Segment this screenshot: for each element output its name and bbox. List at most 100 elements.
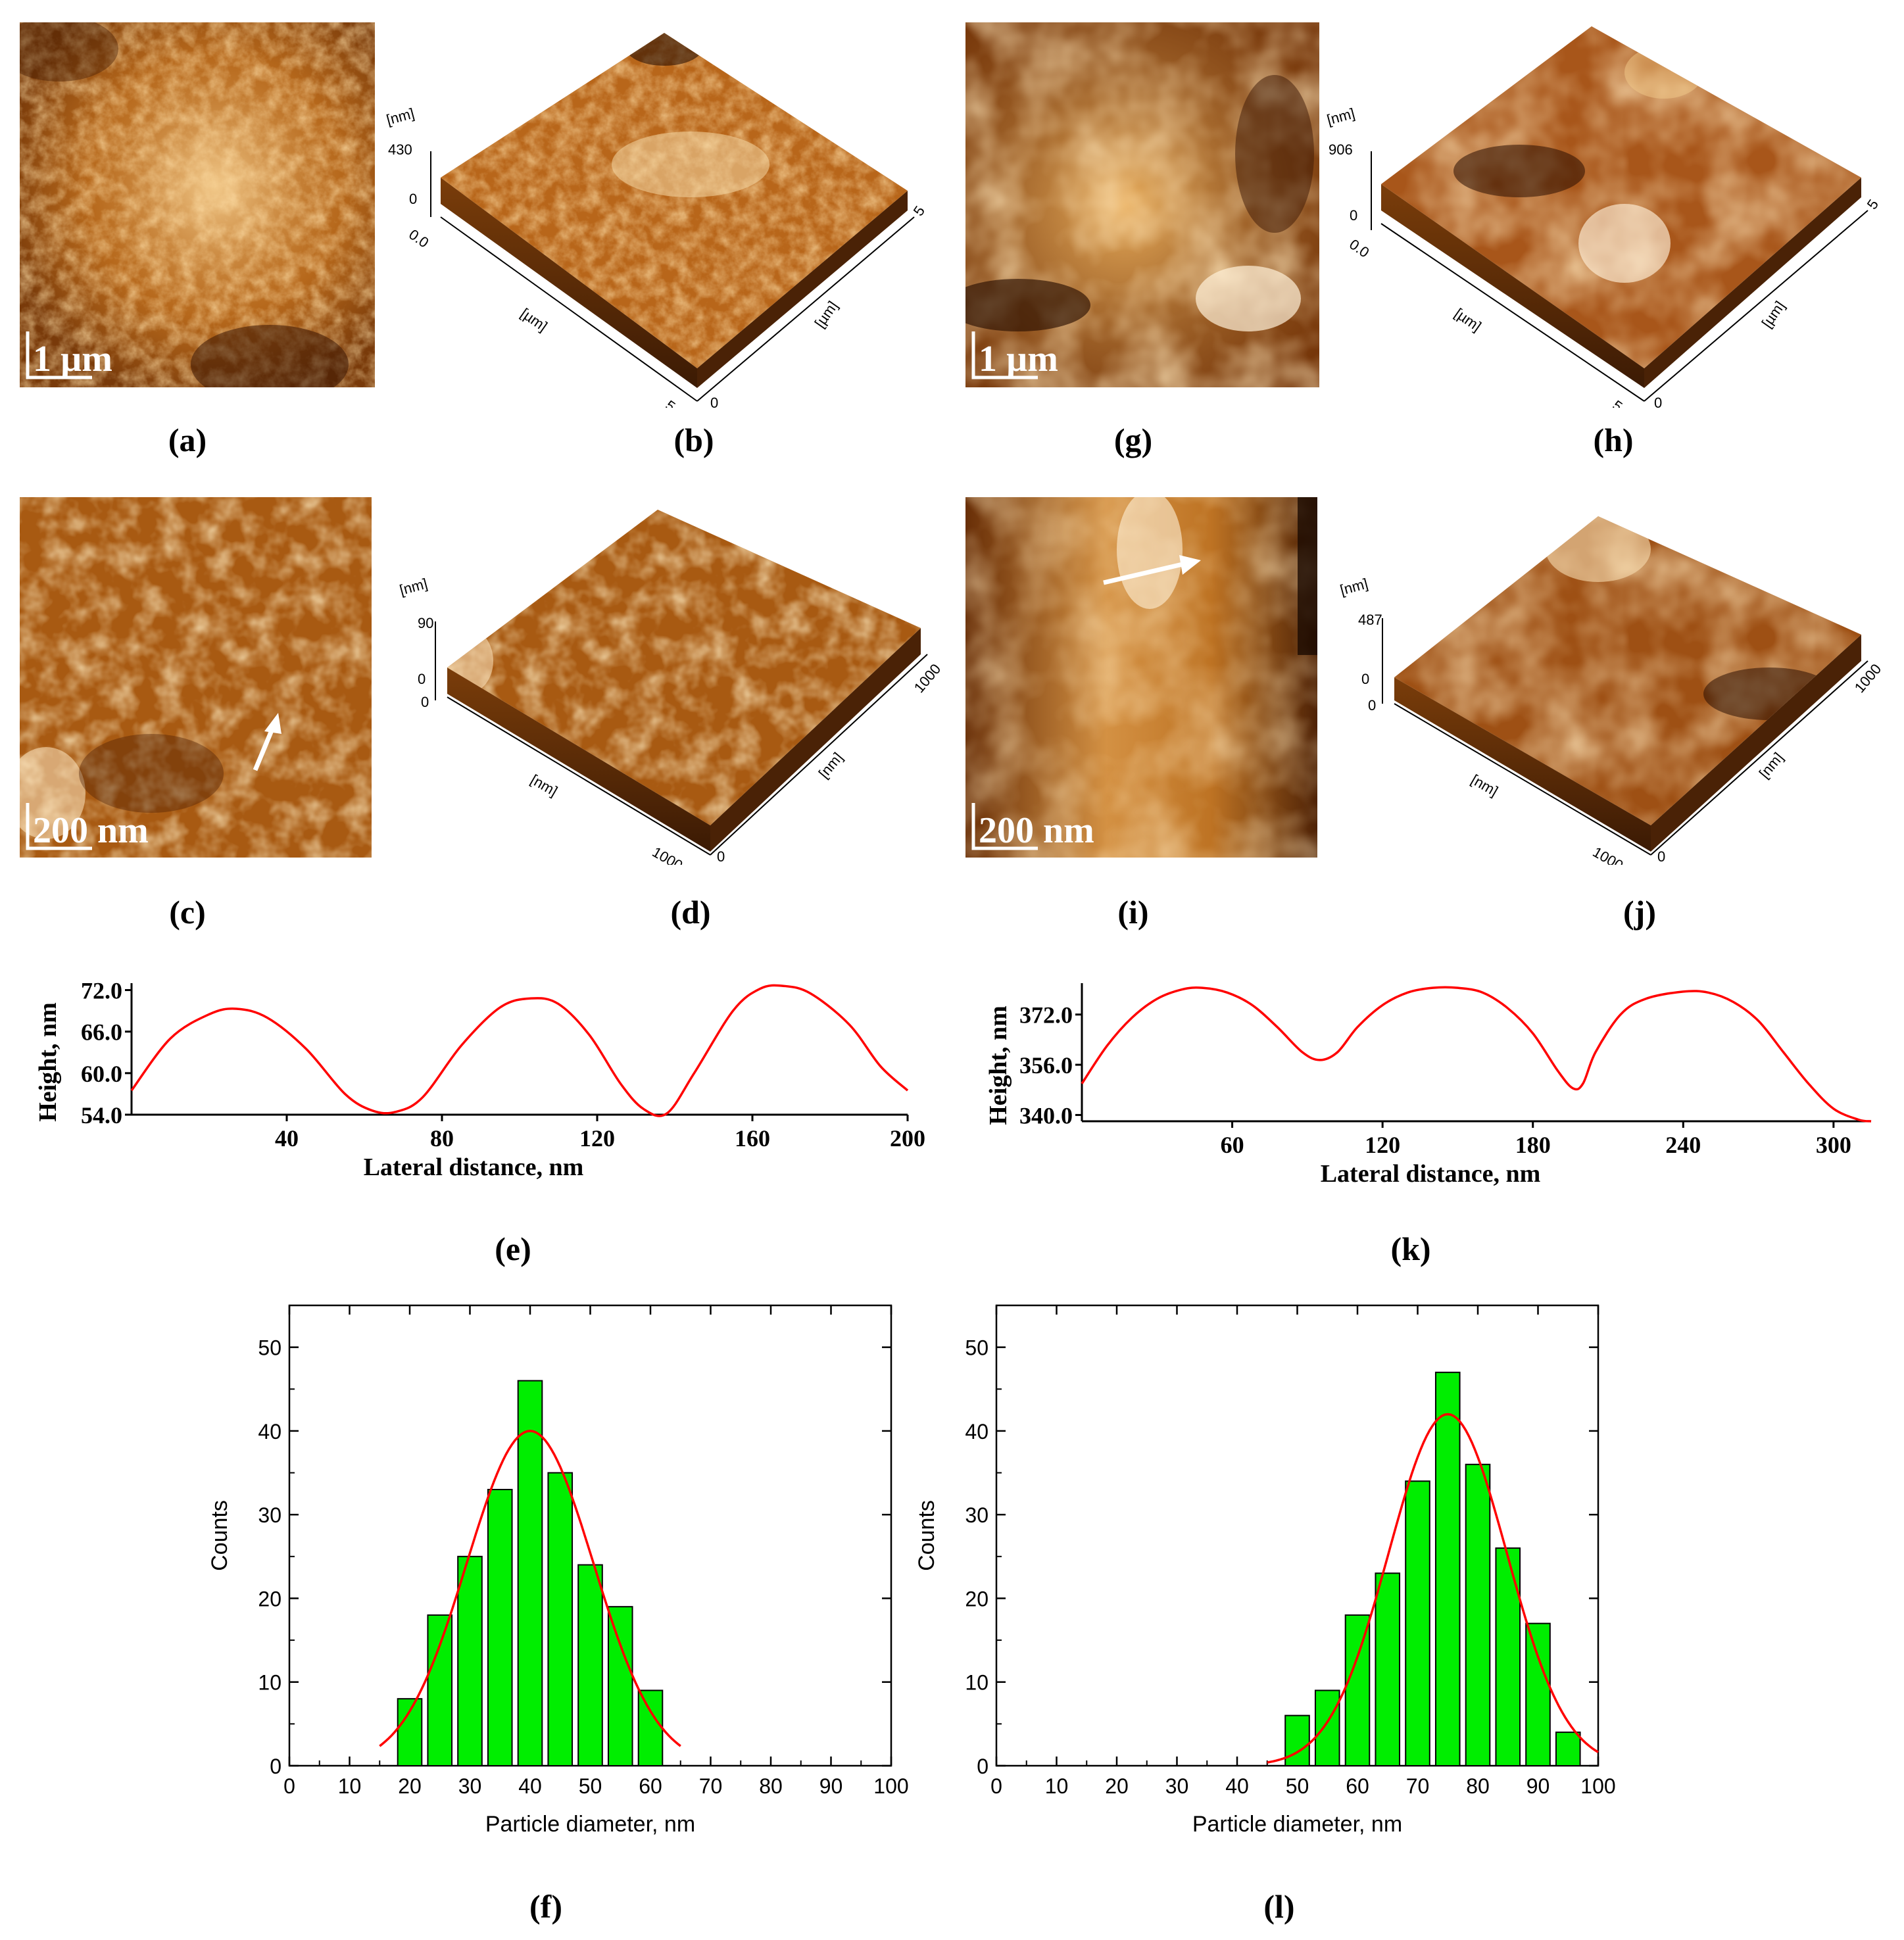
axis-y-end-h: 0 [1654,395,1662,408]
x-tick-label-e: 160 [735,1125,770,1152]
axis-x-label-h: [µm] [1452,305,1484,335]
y-tick-label-k: 356.0 [1019,1052,1073,1079]
panel-label-h: (h) [1593,422,1634,458]
x-tick-label-k: 240 [1665,1132,1701,1158]
x-tick-label-k: 60 [1221,1132,1244,1158]
x-tick-label-f: 90 [819,1774,843,1798]
axis-y-label-j: [nm] [1756,749,1787,781]
axis-z-unit-d: [nm] [398,575,429,598]
axis-x-label-d: [nm] [528,771,561,800]
histogram-bar-l [1375,1572,1401,1766]
panel-label-a: (a) [168,422,207,458]
axis-x-start-h: 0.0 [1346,236,1372,261]
y-tick-label-k: 372.0 [1019,1002,1073,1029]
y-tick-label-l: 0 [977,1755,989,1778]
axis-x-zero-j: 0 [1368,697,1376,714]
y-tick-label-f: 0 [270,1755,281,1778]
axis-x-label-j: [nm] [1469,771,1501,800]
histogram-bar-f [607,1606,633,1766]
scale-bar-c: 200 nm [33,810,149,851]
x-tick-label-e: 200 [890,1125,925,1152]
x-tick-label-l: 0 [990,1774,1002,1798]
x-tick-label-l: 20 [1105,1774,1129,1798]
x-tick-label-e: 120 [579,1125,615,1152]
axis-z-zero-j: 0 [1361,671,1369,687]
chart-k: 340.0 356.0 372.0 60 120 180 240 300 Lateral dis… [954,960,1901,1203]
axis-x-end-j: 1000 [1590,844,1626,865]
histogram-bar-f [637,1689,664,1766]
axis-z-max-b: 430 [388,141,412,158]
panel-label-k: (k) [1390,1230,1431,1267]
profile-line-e [130,984,909,1117]
afm-image-i: 200 nm [965,497,1317,858]
x-tick-label-f: 80 [759,1774,783,1798]
histogram-bar-l [1314,1689,1340,1766]
y-tick-label-f: 10 [258,1671,281,1695]
axis-x-end-h: 5.0 [1609,397,1635,408]
histogram-bar-l [1284,1714,1310,1766]
axis-y-label-b: [µm] [812,298,841,331]
gaussian-fit-f [379,1430,681,1747]
y-tick-label-e: 54.0 [81,1102,122,1128]
gaussian-fit-l [1267,1413,1599,1764]
axis-z-max-d: 90 [418,615,433,631]
panel-label-f: (f) [529,1888,562,1925]
x-tick-label-f: 30 [458,1774,482,1798]
x-tick-label-l: 100 [1580,1774,1615,1798]
histogram-bar-f [427,1614,453,1766]
x-tick-label-l: 90 [1526,1774,1550,1798]
panel-label-d: (d) [670,894,711,931]
axis-y-far-b: 5 [910,203,929,218]
scale-bar-a: 1 µm [33,339,112,379]
axis-x-label-b: [µm] [518,305,550,335]
axis-y-label-h: [µm] [1759,298,1788,331]
y-tick-label-e: 66.0 [81,1019,122,1046]
x-tick-label-f: 60 [639,1774,662,1798]
histogram-bar-l [1344,1614,1371,1766]
x-tick-label-f: 10 [338,1774,362,1798]
x-tick-label-k: 120 [1365,1132,1400,1158]
y-tick-label-l: 50 [965,1336,989,1360]
axis-z-zero-d: 0 [418,671,426,687]
histogram-bar-f [547,1472,574,1766]
y-tick-label-l: 30 [965,1503,989,1527]
x-tick-label-l: 40 [1225,1774,1249,1798]
afm-image-a: 1 µm [20,22,375,387]
scale-bar-i: 200 nm [979,810,1094,851]
x-axis-label-k: Lateral distance, nm [1321,1160,1541,1188]
y-axis-label-e: Height, nm [34,1002,62,1122]
chart-l: 0 10 20 30 40 50 0 10 20 30 40 50 60 70 80 90 100 Particl… [891,1289,1641,1868]
x-tick-label-f: 50 [579,1774,602,1798]
x-axis-label-f: Particle diameter, nm [485,1812,695,1837]
x-axis-label-l: Particle diameter, nm [1192,1812,1402,1837]
panel-label-g: (g) [1113,422,1153,458]
x-tick-label-f: 0 [283,1774,295,1798]
y-axis-label-f: Counts [207,1500,232,1571]
x-tick-label-l: 60 [1346,1774,1369,1798]
y-tick-label-f: 40 [258,1420,281,1443]
histogram-bar-f [457,1555,483,1766]
histogram-bar-l [1495,1547,1521,1766]
y-tick-label-f: 50 [258,1336,281,1360]
x-tick-label-l: 80 [1466,1774,1490,1798]
y-tick-label-f: 30 [258,1503,281,1527]
y-tick-label-l: 40 [965,1420,989,1443]
chart-f: 0 10 20 30 40 50 0 10 20 30 40 50 60 70 80 90 100 Particl… [184,1289,940,1868]
axis-z-unit-j: [nm] [1338,575,1370,598]
axis-x-end-b: 5.0 [662,397,688,408]
axis-z-zero-b: 0 [409,191,417,207]
panel-label-e: (e) [495,1230,531,1267]
axis-y-far-j: 1000 [1851,661,1885,696]
x-tick-label-f: 100 [873,1774,908,1798]
panel-label-j: (j) [1623,894,1656,931]
y-tick-label-k: 340.0 [1019,1102,1073,1128]
histogram-bar-f [577,1564,603,1766]
axis-y-end-j: 0 [1657,848,1665,865]
x-tick-label-l: 30 [1165,1774,1189,1798]
histogram-bar-f [517,1380,543,1766]
histogram-bar-l [1525,1622,1551,1766]
y-tick-label-f: 20 [258,1587,281,1611]
x-tick-label-l: 50 [1286,1774,1309,1798]
afm-image-g: 1 µm [965,22,1319,387]
panel-label-c: (c) [169,894,206,931]
